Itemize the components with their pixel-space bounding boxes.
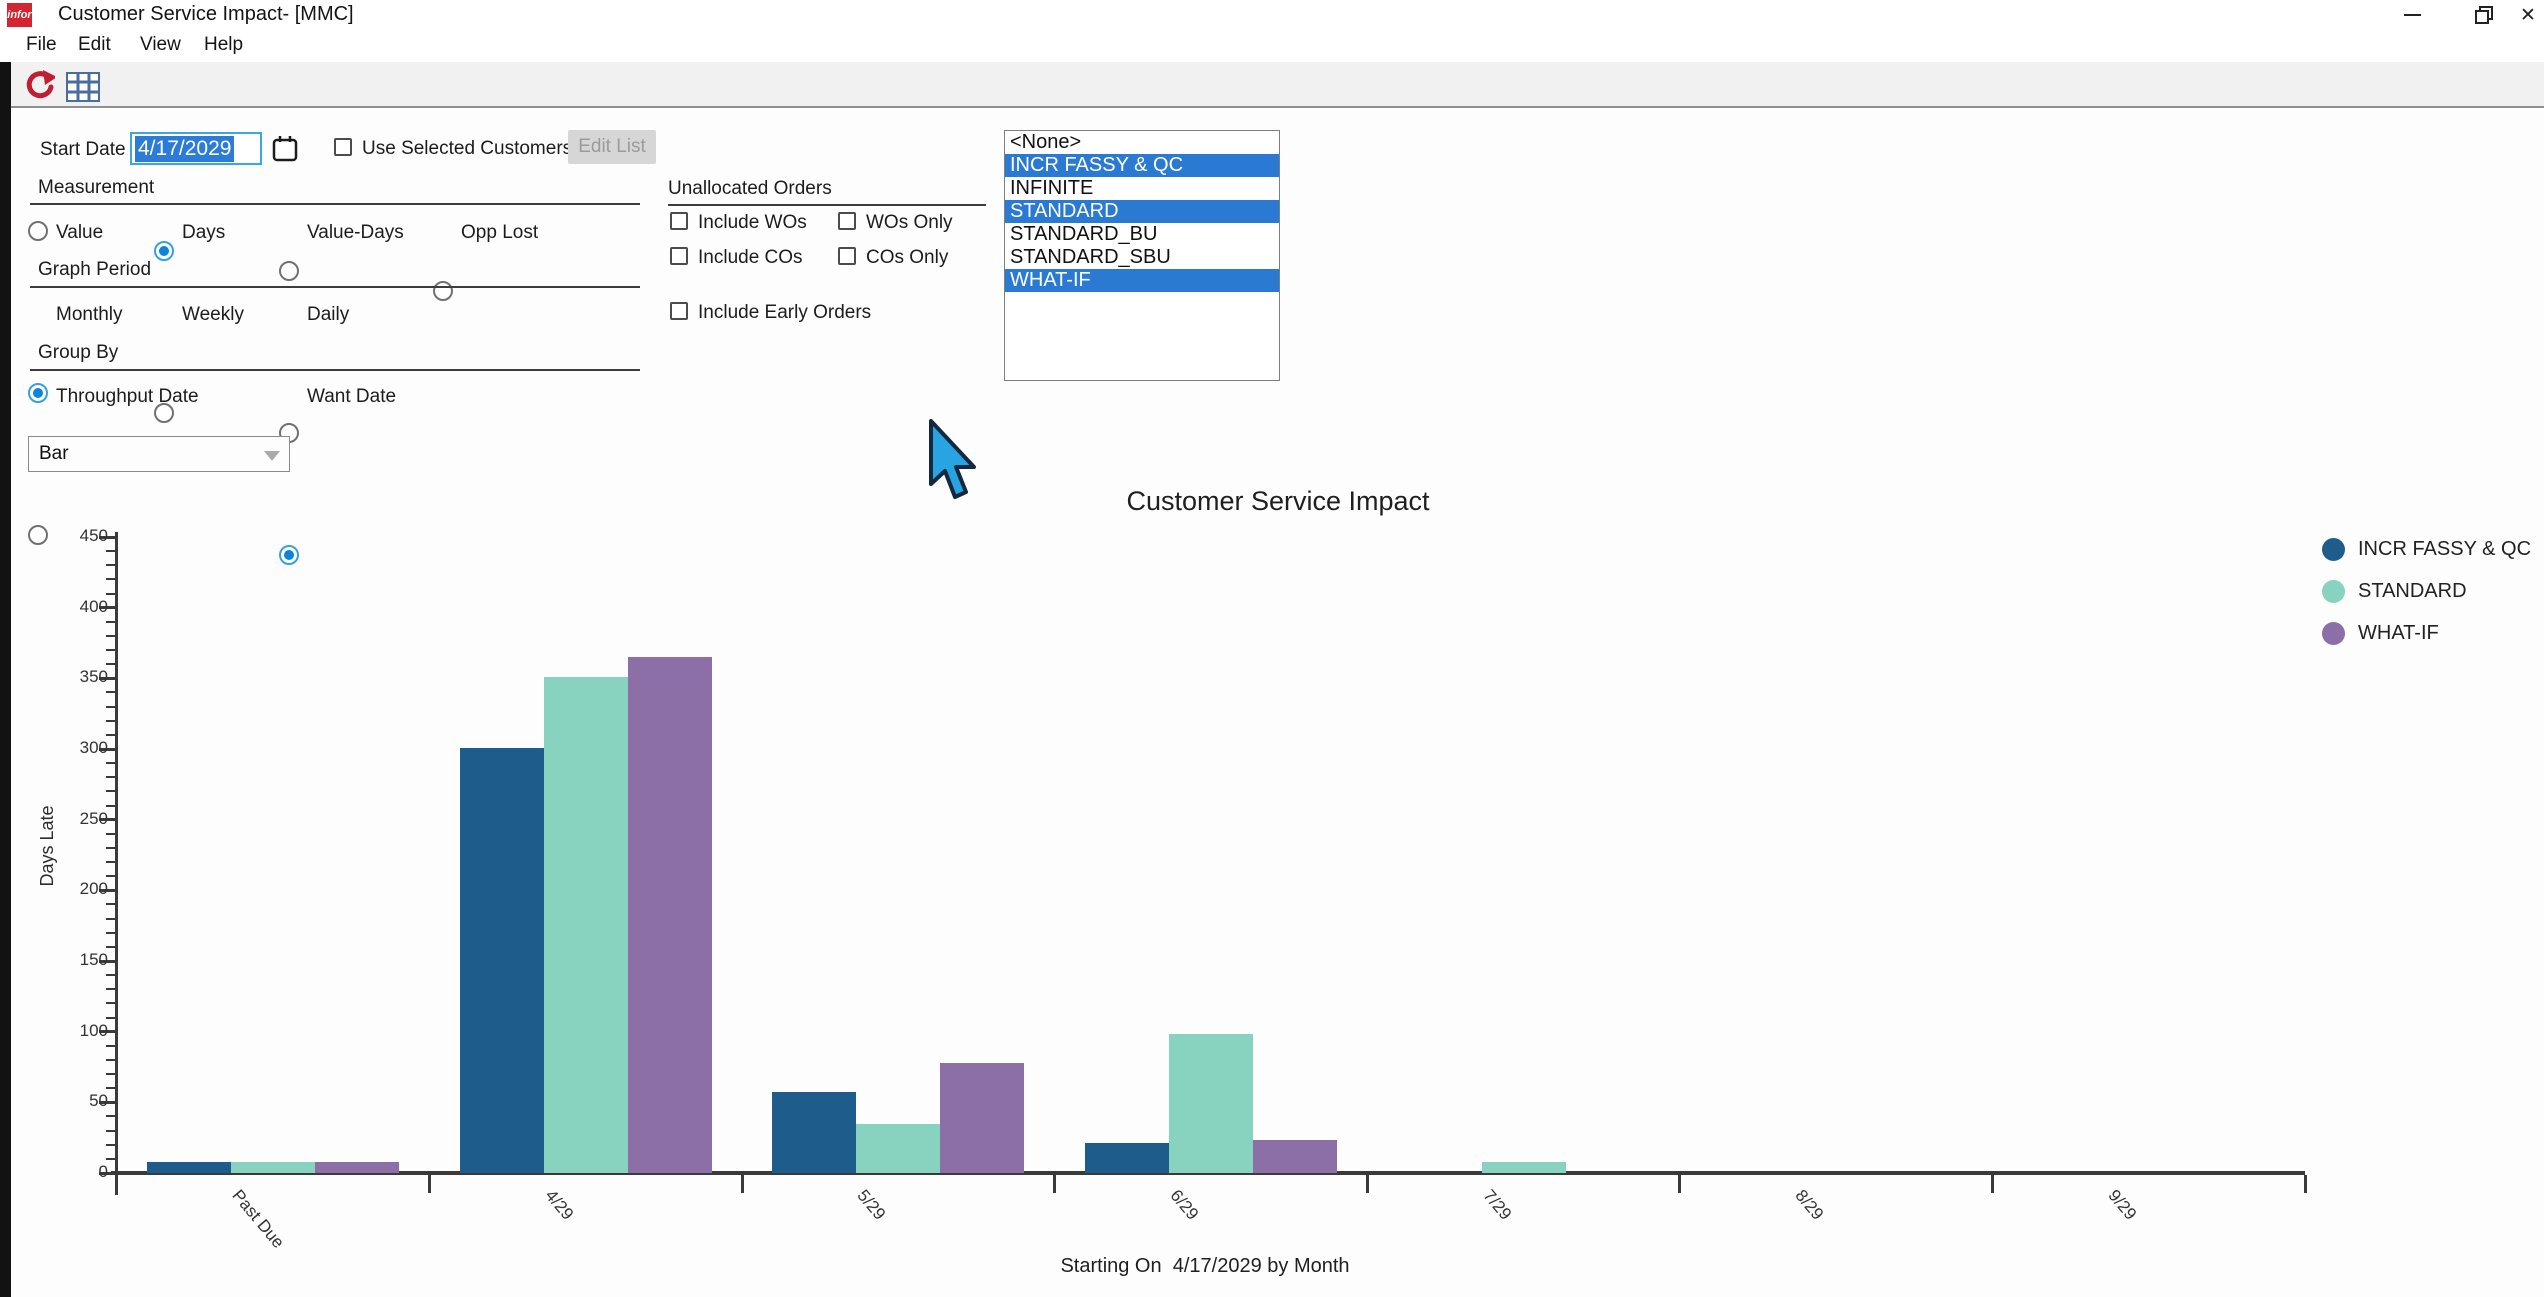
toolbar <box>0 62 2544 108</box>
radio-monthly-label: Monthly <box>56 304 123 325</box>
wos-only-checkbox[interactable] <box>838 212 856 230</box>
radio-opp-lost[interactable] <box>433 281 453 301</box>
restore-icon <box>2475 6 2493 24</box>
start-date-input[interactable]: 4/17/2029 <box>130 132 262 165</box>
radio-value-days-label: Value-Days <box>307 222 404 243</box>
radio-days-label: Days <box>182 222 226 243</box>
mouse-cursor <box>929 419 976 499</box>
measurement-divider <box>30 203 640 205</box>
list-item[interactable]: INFINITE <box>1010 177 1094 199</box>
measurement-group-label: Measurement <box>38 177 155 198</box>
window-left-edge <box>0 62 11 1297</box>
graph-period-group-label: Graph Period <box>38 259 152 280</box>
minimize-button[interactable] <box>2389 0 2435 30</box>
include-wos-label: Include WOs <box>698 212 807 233</box>
close-icon: ✕ <box>2520 4 2536 26</box>
radio-want-date-label: Want Date <box>307 386 397 407</box>
include-early-orders-label: Include Early Orders <box>698 302 872 323</box>
list-item[interactable]: WHAT-IF <box>1005 269 1279 292</box>
list-item[interactable]: INCR FASSY & QC <box>1005 154 1279 177</box>
radio-value-days[interactable] <box>279 261 299 281</box>
group-by-divider <box>30 369 640 371</box>
group-by-group-label: Group By <box>38 342 119 363</box>
list-item[interactable]: STANDARD_BU <box>1010 223 1158 245</box>
start-date-value: 4/17/2029 <box>135 135 235 162</box>
menu-bar: File Edit View Help <box>0 30 2544 62</box>
cos-only-label: COs Only <box>866 247 949 268</box>
list-item[interactable]: <None> <box>1010 131 1082 153</box>
include-wos-checkbox[interactable] <box>670 212 688 230</box>
radio-days[interactable] <box>154 241 174 261</box>
radio-throughput-date-label: Throughput Date <box>56 386 199 407</box>
minimize-icon <box>2403 14 2421 16</box>
edit-list-label: Edit List <box>578 136 646 157</box>
radio-weekly[interactable] <box>154 403 174 423</box>
cos-only-checkbox[interactable] <box>838 247 856 265</box>
infor-logo-icon: infor <box>7 3 32 27</box>
calendar-icon[interactable] <box>272 135 298 163</box>
menu-item-help[interactable]: Help <box>204 34 244 55</box>
include-early-orders-checkbox[interactable] <box>670 302 688 320</box>
grid-icon[interactable] <box>66 72 100 102</box>
menu-item-view[interactable]: View <box>140 34 181 55</box>
restore-button[interactable] <box>2461 0 2507 30</box>
unallocated-orders-divider <box>668 204 986 206</box>
radio-daily-label: Daily <box>307 304 350 325</box>
include-cos-checkbox[interactable] <box>670 247 688 265</box>
window-title: Customer Service Impact- [MMC] <box>58 3 354 25</box>
radio-monthly[interactable] <box>28 383 48 403</box>
close-button[interactable]: ✕ <box>2512 0 2544 30</box>
list-item[interactable]: STANDARD_SBU <box>1010 246 1171 268</box>
radio-opp-lost-label: Opp Lost <box>461 222 539 243</box>
chart-type-dropdown[interactable]: Bar <box>28 436 290 472</box>
include-cos-label: Include COs <box>698 247 803 268</box>
scenario-listbox[interactable]: <None> INCR FASSY & QC INFINITE STANDARD STA… <box>1004 130 1280 381</box>
title-bar: infor Customer Service Impact- [MMC] ✕ <box>0 0 2544 30</box>
radio-weekly-label: Weekly <box>182 304 244 325</box>
radio-value-label: Value <box>56 222 104 243</box>
radio-value[interactable] <box>28 221 48 241</box>
graph-period-divider <box>30 286 640 288</box>
edit-list-button[interactable]: Edit List <box>568 130 656 164</box>
list-item[interactable]: STANDARD <box>1005 200 1279 223</box>
wos-only-label: WOs Only <box>866 212 953 233</box>
use-selected-customers-checkbox[interactable] <box>334 138 352 156</box>
chevron-down-icon <box>264 451 280 461</box>
chart-type-value: Bar <box>39 443 69 464</box>
menu-item-edit[interactable]: Edit <box>78 34 111 55</box>
radio-throughput-date[interactable] <box>28 525 48 545</box>
refresh-icon[interactable] <box>23 70 55 102</box>
menu-item-file[interactable]: File <box>26 34 57 55</box>
unallocated-orders-group-label: Unallocated Orders <box>668 178 832 199</box>
use-selected-customers-label: Use Selected Customers <box>362 138 573 159</box>
radio-want-date[interactable] <box>279 545 299 565</box>
start-date-label: Start Date <box>40 139 126 160</box>
